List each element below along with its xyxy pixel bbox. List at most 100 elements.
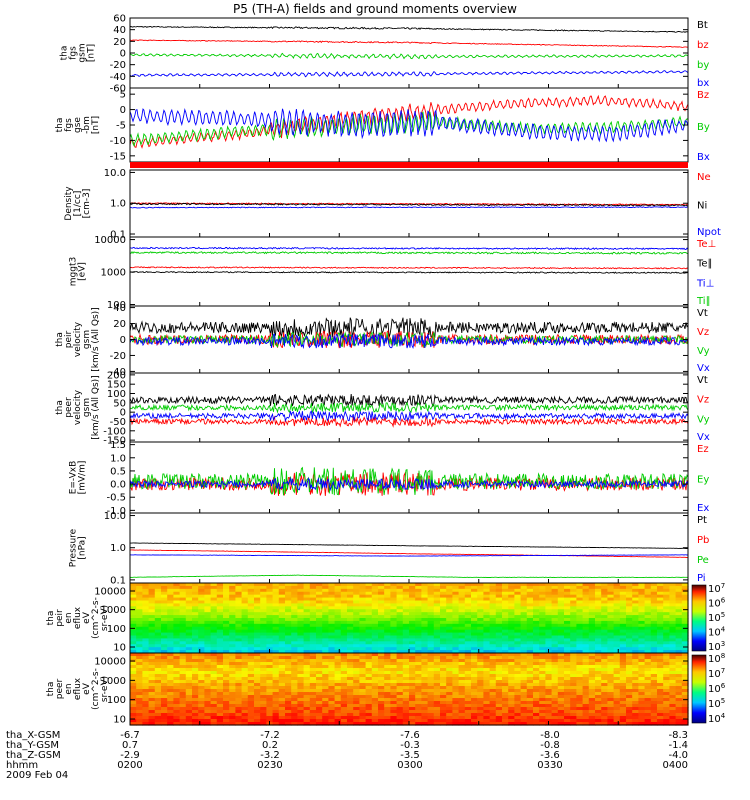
spectrogram-cell bbox=[260, 689, 267, 693]
spectrogram-cell bbox=[520, 653, 528, 657]
spectrogram-cell bbox=[285, 609, 292, 613]
spectrogram-cell bbox=[675, 719, 683, 723]
spectrogram-cell bbox=[340, 677, 348, 681]
spectrogram-cell bbox=[402, 695, 410, 699]
spectrogram-cell bbox=[142, 692, 150, 696]
spectrogram-cell bbox=[130, 713, 137, 717]
spectrogram-cell bbox=[669, 722, 677, 726]
spectrogram-cell bbox=[278, 615, 286, 619]
spectrogram-cell bbox=[192, 683, 199, 687]
spectrogram-cell bbox=[557, 653, 565, 657]
spectrogram-cell bbox=[340, 668, 348, 672]
spectrogram-cell bbox=[477, 683, 484, 687]
spectrogram-cell bbox=[347, 719, 354, 723]
colorbar-tick-label: 105 bbox=[708, 611, 725, 624]
spectrogram-cell bbox=[619, 626, 627, 631]
spectrogram-cell bbox=[520, 674, 528, 678]
spectrogram-cell bbox=[526, 671, 534, 675]
spectrogram-cell bbox=[254, 656, 261, 660]
spectrogram-cell bbox=[223, 612, 230, 616]
spectrogram-cell bbox=[446, 623, 453, 628]
spectrogram-cell bbox=[669, 662, 677, 666]
spectrogram-cell bbox=[142, 674, 150, 678]
spectrogram-cell bbox=[235, 707, 243, 711]
spectrogram-cell bbox=[396, 615, 404, 619]
spectrogram-cell bbox=[384, 701, 391, 705]
spectrogram-cell bbox=[204, 671, 212, 675]
spectrogram-cell bbox=[353, 671, 360, 675]
spectrogram-cell bbox=[533, 650, 540, 654]
spectrogram-cell bbox=[272, 612, 280, 616]
spectrogram-cell bbox=[427, 656, 435, 660]
spectrogram-cell bbox=[316, 626, 323, 631]
spectrogram-cell bbox=[433, 701, 441, 705]
spectrogram-cell bbox=[440, 710, 447, 714]
spectrogram-cell bbox=[539, 689, 546, 693]
spectrogram-cell bbox=[588, 680, 596, 684]
spectrogram-cell bbox=[595, 588, 602, 593]
spectrogram-cell bbox=[148, 662, 156, 666]
spectrogram-cell bbox=[626, 606, 633, 610]
spectrogram-cell bbox=[570, 594, 577, 599]
spectrogram-cell bbox=[595, 662, 602, 666]
spectrogram-cell bbox=[241, 683, 249, 687]
spectrogram-cell bbox=[254, 609, 261, 613]
spectrogram-cell bbox=[576, 597, 584, 602]
spectrogram-cell bbox=[229, 683, 236, 687]
spectrogram-cell bbox=[322, 713, 329, 717]
spectrogram-cell bbox=[260, 612, 267, 616]
legend-label: Vt bbox=[697, 308, 708, 319]
spectrogram-cell bbox=[303, 603, 311, 607]
spectrogram-cell bbox=[210, 597, 218, 602]
spectrogram-cell bbox=[390, 626, 398, 631]
spectrogram-cell bbox=[489, 716, 497, 720]
spectrogram-cell bbox=[154, 698, 162, 702]
spectrogram-cell bbox=[204, 659, 212, 663]
spectrogram-cell bbox=[452, 701, 460, 705]
colorbar bbox=[691, 654, 707, 724]
spectrogram-cell bbox=[148, 647, 156, 651]
spectrogram-cell bbox=[328, 677, 336, 681]
spectrogram-cell bbox=[303, 656, 311, 660]
spectrogram-cell bbox=[198, 629, 205, 634]
spectrogram-cell bbox=[136, 668, 143, 672]
spectrogram-cell bbox=[452, 662, 460, 666]
spectrogram-cell bbox=[607, 612, 615, 616]
spectrogram-cell bbox=[167, 609, 174, 613]
spectrogram-cell bbox=[198, 585, 205, 590]
spectrogram-cell bbox=[545, 618, 553, 622]
spectrogram-cell bbox=[514, 644, 522, 648]
spectrogram-cell bbox=[297, 686, 305, 690]
spectrogram-cell bbox=[446, 629, 453, 634]
spectrogram-cell bbox=[309, 618, 317, 622]
spectrogram-cell bbox=[675, 647, 683, 651]
spectrogram-cell bbox=[440, 583, 447, 587]
spectrogram-cell bbox=[613, 680, 621, 684]
spectrogram-cell bbox=[340, 674, 348, 678]
spectrogram-cell bbox=[334, 629, 342, 634]
y-tick-label: 1000 bbox=[101, 605, 126, 616]
spectrogram-cell bbox=[179, 710, 187, 714]
spectrogram-cell bbox=[241, 653, 249, 657]
spectrogram-cell bbox=[241, 680, 249, 684]
spectrogram-cell bbox=[278, 600, 286, 605]
spectrogram-cell bbox=[285, 638, 292, 642]
spectrogram-cell bbox=[278, 716, 286, 720]
spectrogram-cell bbox=[328, 689, 336, 693]
spectrogram-cell bbox=[371, 665, 379, 669]
ephemeris-value: 0330 bbox=[537, 760, 563, 771]
spectrogram-cell bbox=[526, 665, 534, 669]
spectrogram-cell bbox=[365, 594, 373, 599]
spectrogram-cell bbox=[502, 585, 509, 590]
spectrogram-cell bbox=[650, 583, 658, 587]
spectrogram-cell bbox=[130, 653, 137, 657]
spectrogram-cell bbox=[576, 689, 584, 693]
spectrogram-cell bbox=[254, 680, 261, 684]
spectrogram-cell bbox=[241, 606, 249, 610]
colorbar-tick-label: 107 bbox=[708, 667, 725, 680]
spectrogram-cell bbox=[185, 606, 193, 610]
spectrogram-cell bbox=[278, 707, 286, 711]
spectrogram-cell bbox=[154, 585, 162, 590]
spectrogram-cell bbox=[427, 583, 435, 587]
spectrogram-cell bbox=[285, 656, 292, 660]
